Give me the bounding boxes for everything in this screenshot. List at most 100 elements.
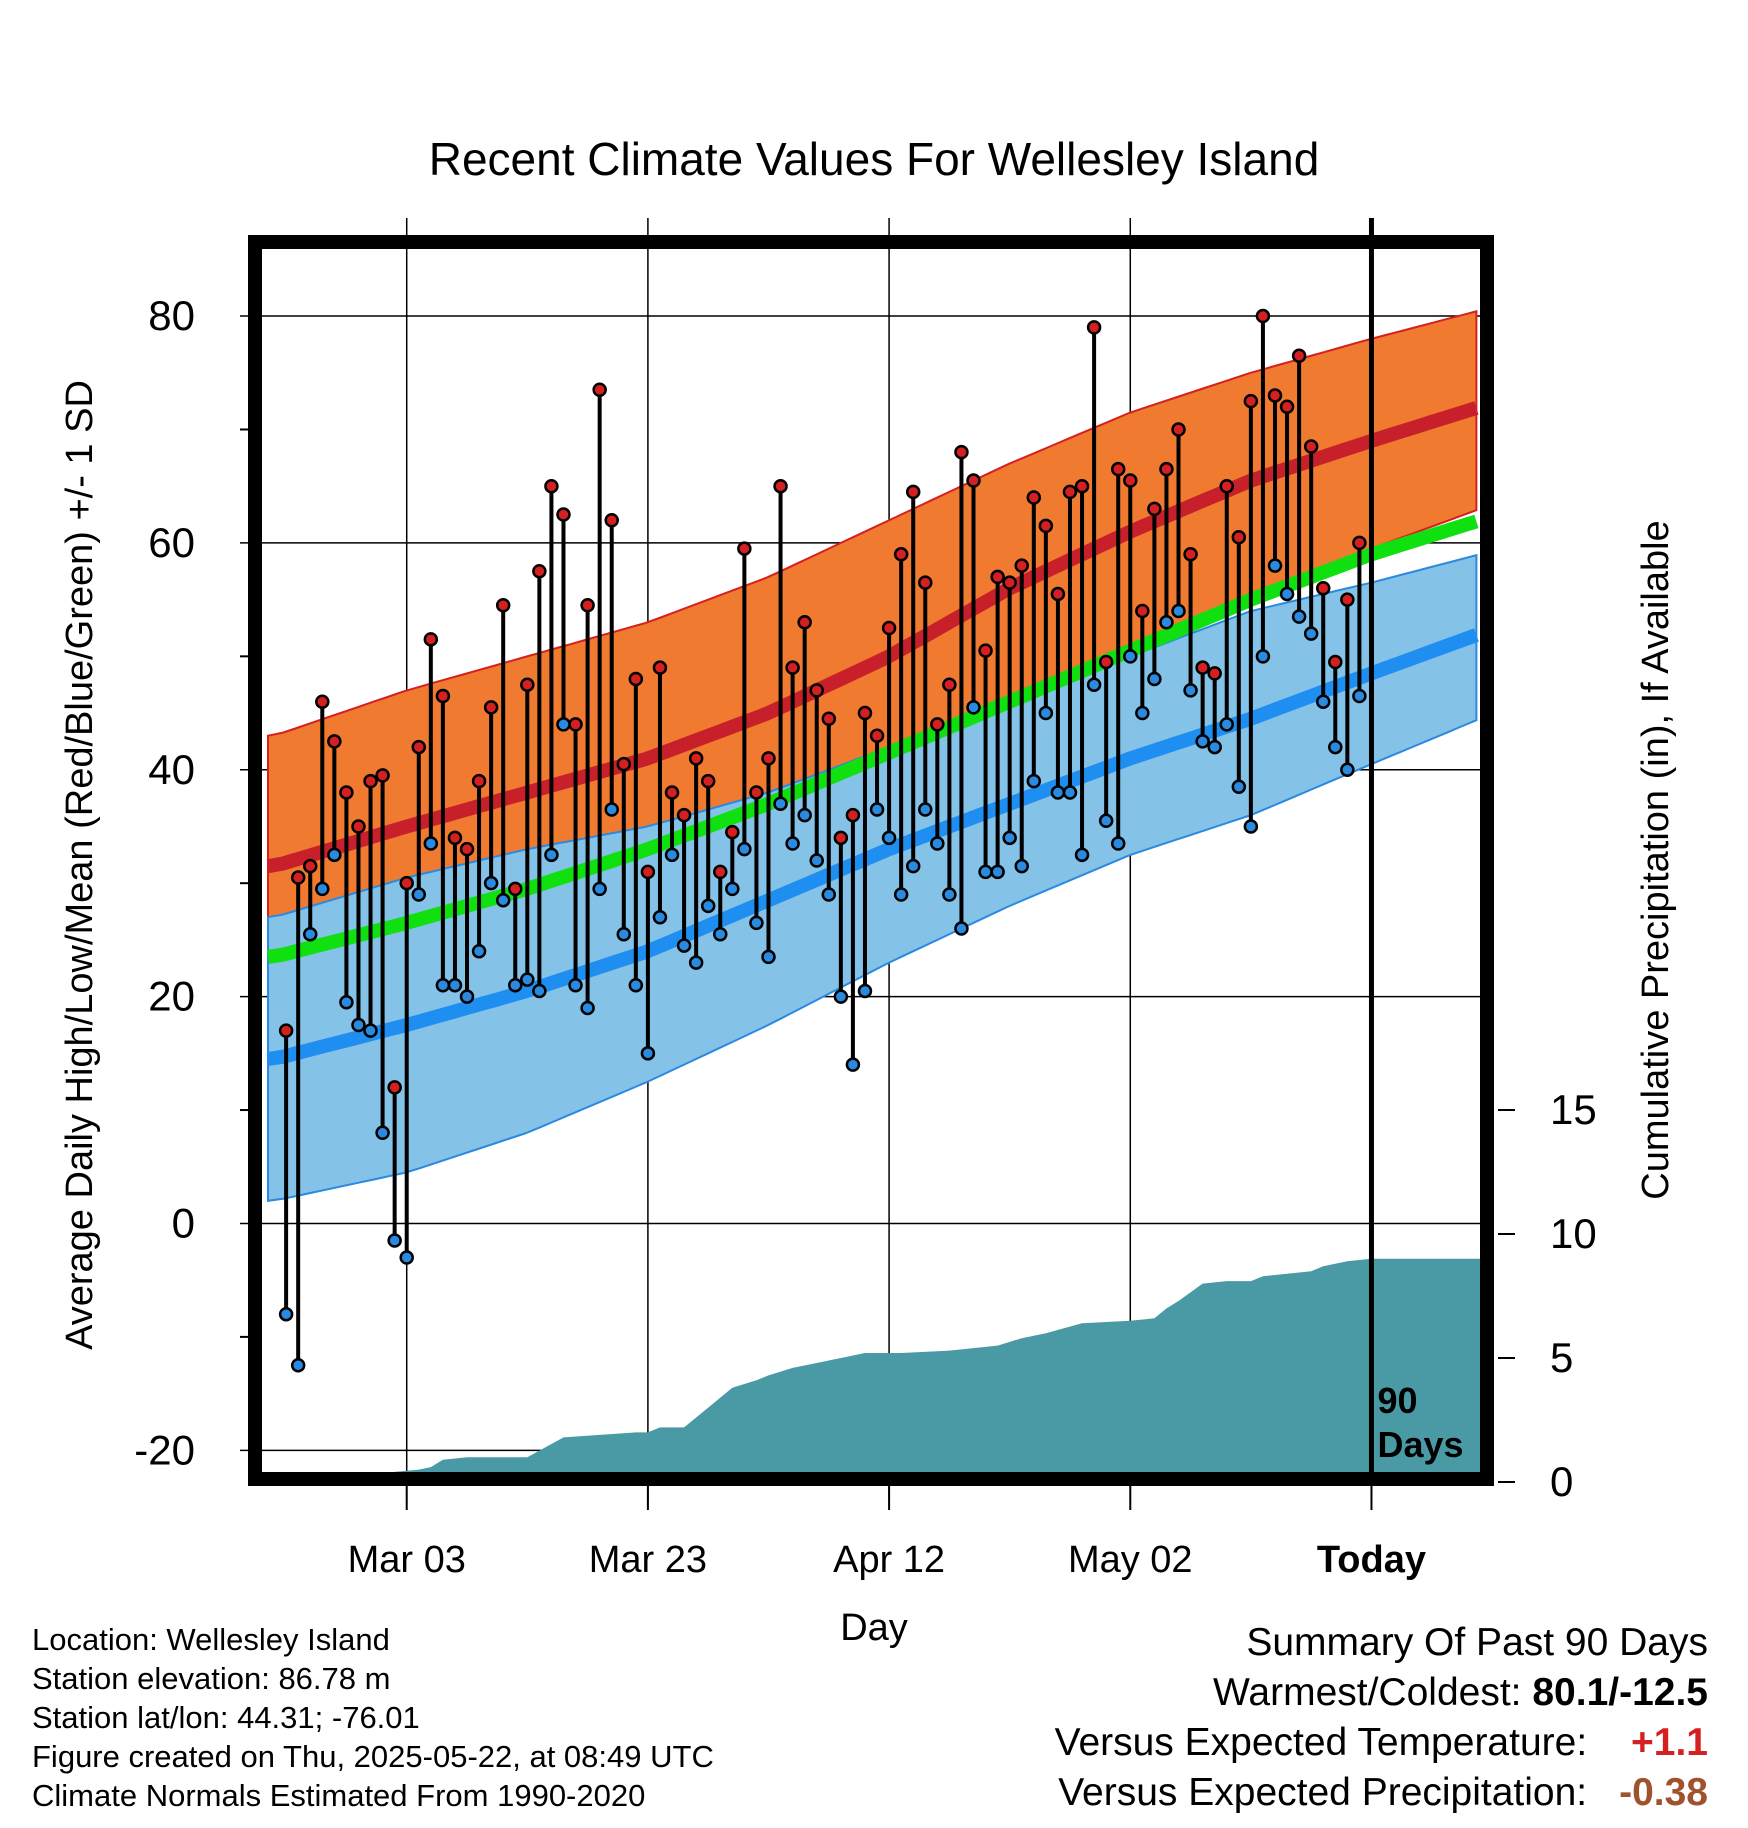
high-point (616, 756, 632, 772)
high-point (411, 739, 427, 755)
low-point (1074, 847, 1090, 863)
summary-title: Summary Of Past 90 Days (1246, 1621, 1708, 1664)
high-point (375, 768, 390, 783)
low-point (1123, 649, 1138, 664)
low-point (1243, 819, 1259, 834)
warmest-coldest-row: Warmest/Coldest: 80.1/-12.5 (1055, 1668, 1708, 1718)
low-point (1147, 671, 1162, 687)
high-point (1123, 473, 1138, 488)
created-text: Figure created on Thu, 2025-05-22, at 08… (32, 1739, 714, 1774)
low-point (725, 881, 740, 897)
high-point (1062, 484, 1078, 500)
high-point (447, 830, 463, 846)
low-point (1315, 694, 1331, 709)
low-point (423, 836, 439, 851)
observations (278, 308, 1367, 1373)
high-point (737, 541, 752, 556)
low-point (954, 921, 969, 936)
high-point (327, 734, 342, 749)
precipitation-label: Versus Expected Precipitation: (1058, 1771, 1588, 1814)
high-point (290, 870, 306, 885)
location-text: Location: Wellesley Island (32, 1622, 390, 1657)
high-point (544, 478, 559, 494)
high-point (1207, 666, 1222, 681)
high-point (1135, 603, 1150, 619)
low-point (471, 943, 487, 959)
low-point (930, 836, 945, 851)
x-tick-label: May 02 (1068, 1539, 1193, 1581)
high-point (604, 512, 619, 528)
y-axis-right-ticks: 0 5 10 15 (1498, 1086, 1597, 1505)
high-point (785, 660, 800, 675)
low-point (628, 978, 644, 993)
low-point (1183, 683, 1198, 698)
high-point (1303, 439, 1319, 454)
y-right-tick-label: 10 (1550, 1210, 1597, 1257)
high-point (532, 564, 547, 579)
y-axis-right-label: Cumulative Precipitation (in), If Availa… (1635, 520, 1677, 1199)
low-point (435, 978, 451, 993)
y-tick-label: 80 (148, 292, 195, 339)
low-point (869, 802, 885, 817)
high-point (423, 632, 439, 647)
low-point (1062, 785, 1078, 800)
normal-bands (266, 310, 1479, 1202)
chart-title: Recent Climate Values For Wellesley Isla… (429, 133, 1320, 185)
low-point (532, 983, 547, 999)
low-sd-band (267, 553, 1478, 1202)
y-axis-label: Average Daily High/Low/Mean (Red/Blue/Gr… (59, 380, 101, 1350)
today-days-label: 90 Days (1377, 1380, 1463, 1465)
plot-border (248, 235, 1494, 1486)
today-marker-line: Days (1377, 1424, 1463, 1465)
low-point (375, 1125, 390, 1140)
high-point (628, 671, 644, 687)
low-point (520, 972, 535, 987)
low-point (990, 864, 1005, 880)
high-point (978, 643, 993, 658)
latlon-text: Station lat/lon: 44.31; -76.01 (32, 1700, 420, 1735)
low-point (1207, 739, 1222, 755)
high-point (954, 444, 969, 460)
low-point (411, 887, 427, 902)
x-tick-label: Mar 03 (348, 1539, 466, 1581)
high-point (278, 1023, 294, 1038)
y-tick-label: -20 (134, 1426, 195, 1473)
low-point (1171, 603, 1186, 619)
low-point (459, 989, 475, 1004)
low-point (1291, 609, 1307, 624)
high-point (1098, 654, 1114, 670)
low-point (556, 717, 571, 732)
low-point (302, 926, 318, 942)
x-tick-label: Apr 12 (833, 1539, 945, 1581)
low-point (833, 989, 849, 1004)
high-point (435, 688, 451, 704)
high-point (990, 569, 1005, 585)
low-point (447, 978, 463, 993)
low-point (1328, 739, 1343, 755)
low-point (761, 949, 776, 965)
low-point (1255, 649, 1271, 664)
high-point (797, 615, 812, 630)
low-point (363, 1023, 378, 1038)
high-point (821, 711, 837, 726)
temperature-row: Versus Expected Temperature: +1.1 (1055, 1718, 1708, 1768)
high-point (1291, 348, 1307, 364)
low-point (495, 892, 511, 908)
high-point (1038, 518, 1054, 534)
high-point (363, 773, 378, 789)
low-point (700, 898, 716, 914)
high-point (351, 819, 366, 834)
high-point (966, 473, 981, 488)
low-point (315, 881, 330, 897)
low-point (845, 1057, 861, 1072)
high-point (1110, 461, 1126, 477)
temperature-label: Versus Expected Temperature: (1054, 1721, 1588, 1764)
low-point (821, 887, 837, 902)
low-point (387, 1233, 402, 1248)
x-axis-ticks: Mar 03 Mar 23 Apr 12 May 02 Today (348, 1479, 1426, 1581)
low-point (616, 926, 632, 942)
low-normal-line (266, 628, 1479, 1066)
high-point (387, 1080, 402, 1095)
low-point (1267, 558, 1283, 573)
